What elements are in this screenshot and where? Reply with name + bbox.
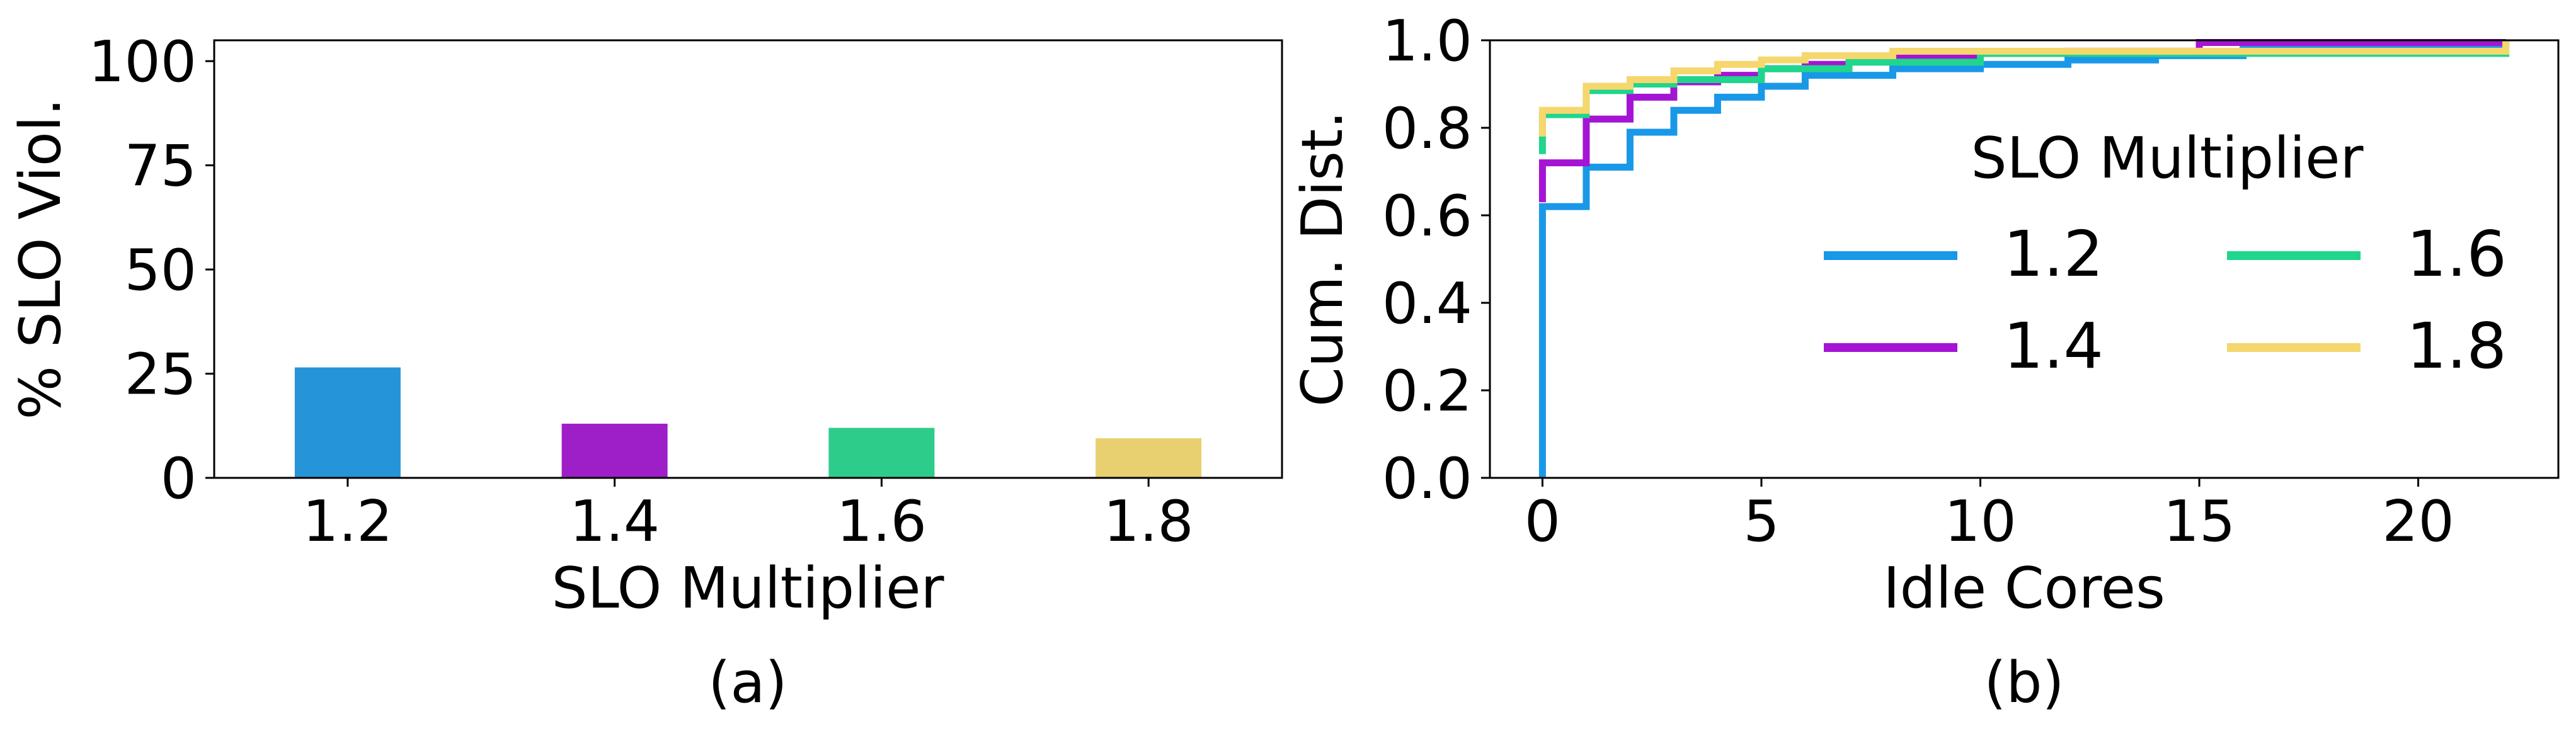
y-axis-label-b: Cum. Dist. [1290, 111, 1356, 407]
x-tick-label: 20 [2382, 489, 2454, 555]
legend: SLO Multiplier 1.2 1.4 1.6 1.8 [1824, 125, 2507, 383]
x-tick-label: 1.6 [837, 489, 927, 555]
y-tick-label: 0.6 [1382, 183, 1472, 249]
x-tick-label: 0 [1525, 489, 1560, 555]
y-tick-label: 50 [124, 237, 197, 303]
y-axis-b: 0.0 0.2 0.4 0.6 0.8 1.0 [1382, 8, 1490, 512]
y-tick-label: 0.2 [1382, 358, 1472, 424]
x-axis-label-a: SLO Multiplier [551, 555, 944, 621]
legend-label: 1.2 [2003, 217, 2104, 291]
x-tick-label: 10 [1944, 489, 2017, 555]
bar-1.2 [294, 367, 401, 478]
y-tick-label: 0.8 [1382, 96, 1472, 162]
bar-1.4 [561, 423, 668, 478]
y-tick-label: 0.4 [1382, 271, 1472, 337]
y-tick-label: 25 [124, 342, 197, 408]
cdf-series [1538, 38, 2510, 478]
legend-title: SLO Multiplier [1971, 125, 2363, 191]
y-tick-label: 0 [161, 446, 197, 512]
bar-series [294, 367, 1202, 478]
legend-label: 1.4 [2003, 309, 2104, 383]
x-tick-label: 1.8 [1104, 489, 1194, 555]
x-tick-label: 15 [2163, 489, 2236, 555]
panel-b-cdf-chart: 0.0 0.2 0.4 0.6 0.8 1.0 0 5 10 15 20 Cum. Dist. I… [1290, 8, 2560, 716]
x-axis-b: 0 5 10 15 20 [1525, 478, 2454, 555]
cdf-line-1.8 [1538, 40, 2510, 137]
panel-label-a: (a) [708, 650, 787, 716]
bar-1.8 [1096, 438, 1202, 478]
panel-label-b: (b) [1984, 650, 2064, 716]
y-tick-label: 100 [88, 29, 197, 95]
y-tick-label: 1.0 [1382, 8, 1472, 74]
x-tick-label: 1.4 [570, 489, 660, 555]
bar-1.6 [828, 427, 935, 478]
legend-label: 1.6 [2407, 217, 2507, 291]
x-tick-label: 1.2 [302, 489, 392, 555]
plot-frame-b [1489, 39, 2560, 479]
x-axis-a: 1.2 1.4 1.6 1.8 [302, 478, 1194, 555]
y-axis-label-a: % SLO Viol. [8, 98, 74, 420]
y-tick-label: 0.0 [1382, 446, 1472, 512]
x-tick-label: 5 [1743, 489, 1779, 555]
plot-frame-a [213, 39, 1283, 479]
x-axis-label-b: Idle Cores [1883, 555, 2165, 621]
panel-a-bar-chart: 0 25 50 75 100 1.2 1.4 1.6 1.8 % SLO Viol. SLO … [8, 29, 1283, 716]
legend-label: 1.8 [2407, 309, 2507, 383]
y-tick-label: 75 [124, 133, 197, 200]
y-axis-a: 0 25 50 75 100 [88, 29, 214, 512]
